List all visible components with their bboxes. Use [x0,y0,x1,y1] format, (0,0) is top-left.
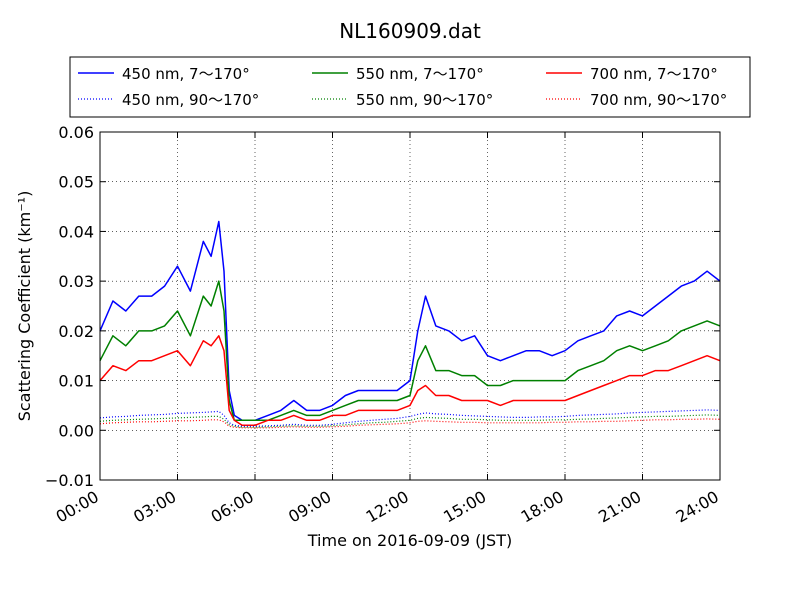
legend-label: 550 nm, 7～170° [356,65,484,83]
legend-label: 700 nm, 90～170° [590,91,727,109]
legend-label: 700 nm, 7～170° [590,65,718,83]
chart-title: NL160909.dat [339,19,481,43]
y-tick-label: 0.00 [58,421,94,440]
legend-box [69,56,751,118]
y-tick-label: 0.01 [58,372,94,391]
y-tick-label: 0.03 [58,272,94,291]
legend-label: 450 nm, 90～170° [122,91,259,109]
series-line [99,409,721,427]
x-axis-label: Time on 2016-09-09 (JST) [307,531,512,550]
series-line [99,335,721,427]
series-line [99,220,721,422]
y-tick-label: 0.02 [58,322,94,341]
legend-label: 550 nm, 90～170° [356,91,493,109]
series-line [99,414,721,428]
series-line [99,280,721,422]
y-axis-label: Scattering Coefficient (km⁻¹) [15,191,34,422]
y-tick-label: 0.05 [58,173,94,192]
legend: 450 nm, 7～170° 550 nm, 7～170° 700 nm, 7～17… [69,56,751,118]
series-line [99,418,721,429]
y-tick-label: −0.01 [45,471,94,490]
y-tick-label: 0.04 [58,222,94,241]
y-tick-label: 0.06 [58,123,94,142]
series-lines [99,220,721,429]
legend-label: 450 nm, 7～170° [122,65,250,83]
